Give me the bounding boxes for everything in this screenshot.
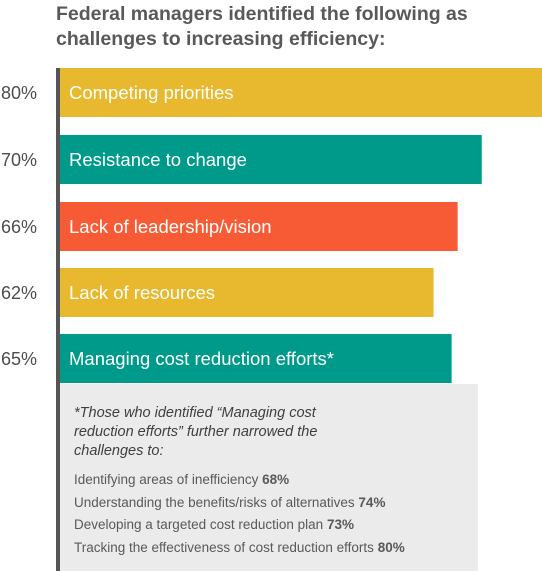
note-item-label: Developing a targeted cost reduction pla… [74, 517, 324, 532]
chart-title: Federal managers identified the followin… [56, 3, 468, 50]
bar [60, 135, 482, 184]
bar [60, 202, 458, 251]
note-item: Understanding the benefits/risks of alte… [74, 492, 478, 515]
bar-value-label: 62% [1, 283, 37, 303]
note-item-value: 74% [358, 494, 386, 510]
note-item: Tracking the effectiveness of cost reduc… [74, 537, 478, 560]
note-item-label: Understanding the benefits/risks of alte… [74, 494, 355, 510]
bar [60, 268, 434, 317]
cost-reduction-note: *Those who identified “Managing cost red… [60, 384, 478, 571]
note-item-label: Tracking the effectiveness of cost reduc… [74, 539, 374, 555]
bar-category-label: Resistance to change [69, 149, 247, 170]
bar [60, 68, 542, 117]
axis-line [56, 68, 60, 571]
bar-category-label: Competing priorities [69, 82, 234, 103]
bar-category-label: Lack of leadership/vision [69, 216, 272, 237]
note-heading: *Those who identified “Managing cost red… [74, 405, 318, 459]
bar-value-label: 66% [1, 217, 37, 237]
note-item-value: 73% [326, 517, 354, 532]
note-item: Developing a targeted cost reduction pla… [74, 514, 478, 537]
note-item-label: Identifying areas of inefficiency [74, 472, 259, 487]
bar-value-label: 80% [1, 83, 37, 103]
bar-category-label: Lack of resources [69, 282, 215, 303]
note-item: Identifying areas of inefficiency 68% [74, 469, 478, 492]
bar [60, 334, 452, 383]
bar-value-label: 70% [1, 150, 37, 170]
note-item-value: 68% [262, 472, 290, 487]
bar-value-label: 65% [1, 349, 37, 369]
note-item-value: 80% [377, 539, 405, 555]
bar-category-label: Managing cost reduction efforts* [69, 348, 334, 369]
